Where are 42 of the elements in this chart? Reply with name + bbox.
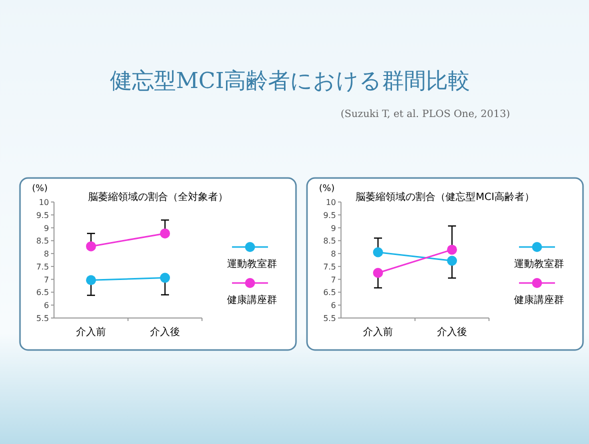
y-tick-label: 8 — [330, 250, 336, 259]
legend-label: 健康講座群 — [227, 294, 277, 306]
y-axis-title: (%) — [32, 184, 48, 194]
y-tick-label: 9.5 — [323, 210, 336, 220]
y-axis-title: (%) — [319, 184, 335, 194]
y-tick-label: 5.5 — [36, 314, 49, 323]
y-tick-label: 9.5 — [36, 210, 49, 220]
y-tick-label: 10 — [38, 198, 49, 207]
point — [373, 268, 383, 278]
legend-label: 運動教室群 — [514, 258, 564, 270]
y-tick-label: 10 — [326, 198, 336, 207]
y-tick-label: 9 — [44, 224, 49, 233]
y-tick-label: 7.5 — [323, 262, 336, 272]
legend-label: 健康講座群 — [514, 294, 564, 306]
point — [160, 272, 170, 283]
legend-label: 運動教室群 — [227, 258, 277, 270]
point — [373, 247, 383, 258]
point — [160, 228, 170, 238]
y-tick-label: 8.5 — [36, 236, 49, 246]
chart-title: 脳萎縮領域の割合（全対象者） — [88, 191, 228, 203]
y-tick-label: 5.5 — [323, 314, 336, 323]
x-tick-label: 介入前 — [76, 326, 106, 338]
point — [86, 241, 96, 252]
y-tick-label: 6 — [330, 301, 336, 310]
y-tick-label: 8 — [44, 250, 49, 259]
x-tick-label: 介入前 — [363, 326, 393, 338]
point — [447, 244, 457, 255]
y-tick-label: 7 — [44, 275, 49, 284]
y-tick-label: 6.5 — [323, 288, 336, 298]
chart-title: 脳萎縮領域の割合（健忘型MCI高齢者） — [356, 191, 534, 203]
point — [447, 256, 457, 266]
x-tick-label: 介入後 — [437, 326, 467, 338]
y-tick-label: 8.5 — [323, 236, 336, 246]
text: (Suzuki T, et al. PLOS One, 2013) — [340, 109, 510, 120]
text: 健忘型MCI高齢者における群間比較 — [110, 69, 470, 94]
y-tick-label: 6 — [44, 301, 49, 310]
y-tick-label: 7 — [330, 275, 336, 284]
point — [86, 275, 96, 286]
x-tick-label: 介入後 — [150, 326, 180, 338]
y-tick-label: 9 — [330, 224, 336, 233]
y-tick-label: 7.5 — [36, 262, 49, 272]
y-tick-label: 6.5 — [36, 288, 49, 298]
